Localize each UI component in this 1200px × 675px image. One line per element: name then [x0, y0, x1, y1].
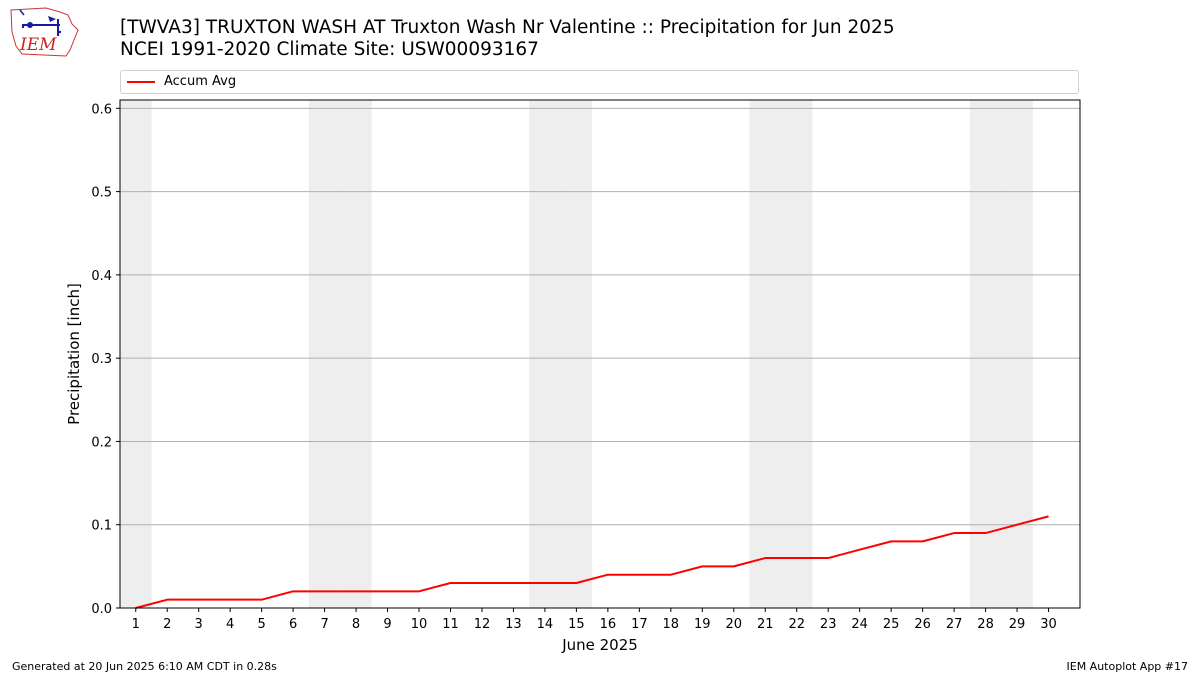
x-tick-label: 23 [820, 617, 837, 632]
x-tick-label: 15 [568, 617, 585, 632]
plot-frame [119, 99, 1081, 609]
y-tick-label: 0.2 [91, 435, 112, 450]
x-tick-label: 24 [851, 617, 868, 632]
weekend-shade-day-7 [308, 100, 341, 608]
x-tick-label: 21 [757, 617, 774, 632]
y-axis: 0.0 0.1 0.2 0.3 0.4 0.5 0.6 [91, 102, 120, 617]
x-tick-label: 28 [977, 617, 994, 632]
chart-subtitle: NCEI 1991-2020 Climate Site: USW00093167 [120, 39, 539, 60]
y-tick-label: 0.0 [91, 602, 112, 617]
y-tick-label: 0.4 [91, 269, 112, 284]
x-tick-label: 22 [788, 617, 805, 632]
gridlines [120, 107, 1080, 609]
chart-title: [TWVA3] TRUXTON WASH AT Truxton Wash Nr … [120, 17, 895, 38]
x-tick-label: 14 [537, 617, 554, 632]
x-tick-label: 3 [195, 617, 203, 632]
x-tick-label: 16 [600, 617, 617, 632]
x-tick-label: 1 [132, 617, 140, 632]
legend-label-accum-avg: Accum Avg [164, 74, 237, 89]
weekend-shade-day-8 [340, 100, 372, 608]
x-tick-label: 17 [631, 617, 648, 632]
x-tick-label: 27 [946, 617, 963, 632]
x-tick-label: 4 [226, 617, 234, 632]
y-axis-label: Precipitation [inch] [65, 283, 83, 425]
y-tick-label: 0.5 [91, 186, 112, 201]
series-line-accum-avg [135, 515, 1049, 609]
x-axis-label: June 2025 [561, 636, 638, 654]
weekend-shade-day-1 [120, 100, 152, 608]
x-tick-label: 10 [411, 617, 428, 632]
x-tick-label: 8 [352, 617, 360, 632]
x-tick-label: 20 [725, 617, 742, 632]
x-tick-label: 6 [289, 617, 297, 632]
x-tick-label: 7 [320, 617, 328, 632]
x-tick-label: 5 [257, 617, 265, 632]
series-layer [135, 515, 1049, 609]
x-tick-label: 25 [883, 617, 900, 632]
weekend-shade-day-29 [1001, 100, 1033, 608]
y-tick-label: 0.1 [91, 519, 112, 534]
weekend-shade-day-15 [560, 100, 593, 608]
weekend-shading [120, 100, 1033, 608]
x-tick-label: 11 [442, 617, 459, 632]
x-tick-label: 30 [1040, 617, 1057, 632]
weekend-shade-day-22 [780, 100, 813, 608]
weekend-shade-day-21 [749, 100, 781, 608]
weekend-shade-day-28 [969, 100, 1002, 608]
x-tick-label: 12 [474, 617, 491, 632]
legend: Accum Avg [120, 70, 1079, 94]
legend-swatch-accum-avg [127, 81, 155, 83]
x-tick-label: 26 [914, 617, 931, 632]
x-axis: 1 2 3 4 5 6 7 8 9 10 11 12 13 14 15 16 17 18 19 20 21 22 23 24 2… [132, 608, 1057, 632]
x-tick-label: 13 [505, 617, 522, 632]
y-tick-label: 0.3 [91, 352, 112, 367]
x-tick-label: 2 [163, 617, 171, 632]
footer-generated: Generated at 20 Jun 2025 6:10 AM CDT in … [12, 660, 277, 673]
iem-logo: IEM [10, 7, 79, 57]
x-tick-label: 18 [663, 617, 680, 632]
weekend-shade-day-14 [529, 100, 561, 608]
y-tick-label: 0.6 [91, 102, 112, 117]
footer-app: IEM Autoplot App #17 [1066, 660, 1189, 673]
x-tick-label: 9 [383, 617, 391, 632]
x-tick-label: 29 [1009, 617, 1026, 632]
x-tick-label: 19 [694, 617, 711, 632]
svg-text:IEM: IEM [19, 35, 57, 55]
